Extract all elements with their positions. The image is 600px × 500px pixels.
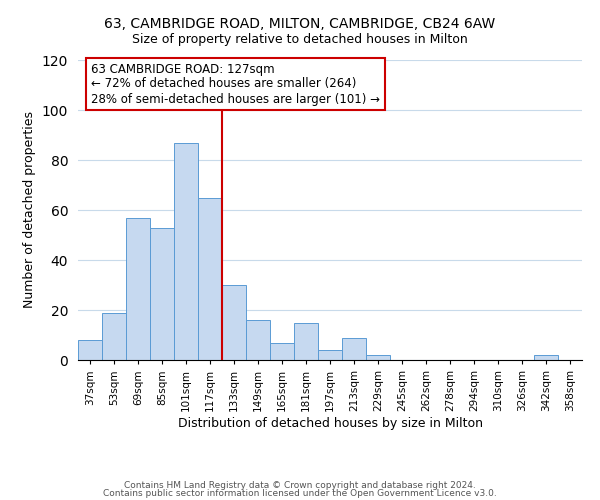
Bar [198,198,222,360]
Bar [174,142,198,360]
Text: Size of property relative to detached houses in Milton: Size of property relative to detached ho… [132,32,468,46]
Text: Contains public sector information licensed under the Open Government Licence v3: Contains public sector information licen… [103,489,497,498]
X-axis label: Distribution of detached houses by size in Milton: Distribution of detached houses by size … [178,416,482,430]
Bar [246,320,270,360]
Text: 63 CAMBRIDGE ROAD: 127sqm
← 72% of detached houses are smaller (264)
28% of semi: 63 CAMBRIDGE ROAD: 127sqm ← 72% of detac… [91,62,380,106]
Bar [318,350,342,360]
Text: 63, CAMBRIDGE ROAD, MILTON, CAMBRIDGE, CB24 6AW: 63, CAMBRIDGE ROAD, MILTON, CAMBRIDGE, C… [104,18,496,32]
Text: Contains HM Land Registry data © Crown copyright and database right 2024.: Contains HM Land Registry data © Crown c… [124,480,476,490]
Bar [342,338,366,360]
Bar [126,218,150,360]
Bar [102,312,126,360]
Bar [222,285,246,360]
Bar [294,322,318,360]
Bar [366,355,390,360]
Bar [150,228,174,360]
Bar [534,355,558,360]
Bar [270,342,294,360]
Bar [78,340,102,360]
Y-axis label: Number of detached properties: Number of detached properties [23,112,37,308]
